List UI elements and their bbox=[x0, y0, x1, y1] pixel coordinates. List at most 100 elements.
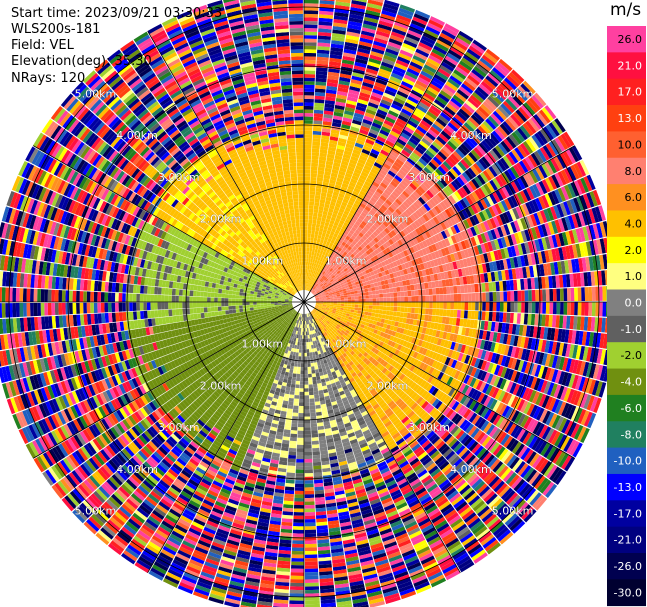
velocity-gate bbox=[362, 226, 369, 233]
velocity-gate bbox=[304, 247, 307, 252]
velocity-gate bbox=[440, 163, 450, 173]
velocity-gate bbox=[320, 278, 324, 283]
velocity-gate bbox=[465, 77, 478, 89]
velocity-gate bbox=[494, 128, 506, 140]
velocity-gate bbox=[513, 302, 518, 313]
velocity-gate bbox=[342, 117, 353, 123]
velocity-gate bbox=[304, 254, 307, 259]
velocity-gate bbox=[357, 98, 369, 106]
velocity-gate bbox=[315, 84, 326, 90]
velocity-gate bbox=[308, 215, 313, 220]
velocity-gate bbox=[341, 265, 347, 270]
velocity-gate bbox=[309, 394, 315, 399]
velocity-gate bbox=[385, 208, 393, 216]
velocity-gate bbox=[541, 107, 554, 122]
velocity-gate bbox=[353, 168, 362, 175]
velocity-gate bbox=[367, 312, 372, 317]
velocity-gate bbox=[389, 130, 400, 138]
velocity-gate bbox=[428, 54, 442, 65]
velocity-gate bbox=[334, 104, 345, 111]
velocity-gate bbox=[485, 75, 499, 88]
velocity-gate bbox=[350, 291, 355, 295]
velocity-gate bbox=[431, 48, 446, 59]
velocity-gate bbox=[367, 102, 379, 109]
velocity-gate bbox=[467, 284, 472, 293]
velocity-gate bbox=[385, 314, 390, 320]
velocity-gate bbox=[355, 139, 365, 146]
velocity-gate bbox=[343, 267, 348, 272]
velocity-gate bbox=[304, 137, 312, 142]
velocity-gate bbox=[378, 152, 388, 160]
velocity-gate bbox=[331, 33, 346, 39]
velocity-gate bbox=[310, 362, 315, 367]
velocity-gate bbox=[437, 67, 451, 78]
velocity-gate bbox=[320, 266, 325, 271]
velocity-gate bbox=[462, 140, 473, 152]
velocity-gate bbox=[453, 69, 467, 80]
velocity-gate bbox=[339, 167, 347, 173]
velocity-gate bbox=[351, 122, 361, 129]
velocity-gate bbox=[327, 71, 340, 77]
velocity-gate bbox=[408, 64, 422, 74]
velocity-gate bbox=[378, 216, 385, 224]
velocity-gate bbox=[538, 302, 543, 314]
velocity-gate bbox=[324, 171, 332, 176]
velocity-gate bbox=[464, 293, 469, 302]
velocity-gate bbox=[425, 178, 434, 187]
velocity-gate bbox=[311, 248, 316, 253]
velocity-gate bbox=[442, 127, 454, 138]
velocity-gate bbox=[387, 153, 397, 161]
velocity-gate bbox=[389, 34, 404, 43]
velocity-gate bbox=[434, 42, 449, 52]
velocity-gate bbox=[484, 311, 490, 321]
velocity-gate bbox=[581, 287, 586, 301]
velocity-gate bbox=[335, 250, 340, 255]
velocity-gate bbox=[313, 123, 322, 129]
velocity-gate bbox=[308, 212, 314, 217]
velocity-gate bbox=[305, 272, 307, 276]
velocity-gate bbox=[362, 168, 371, 175]
velocity-gate bbox=[357, 240, 363, 246]
velocity-gate bbox=[365, 214, 372, 221]
velocity-gate bbox=[497, 105, 510, 118]
velocity-gate bbox=[328, 250, 333, 255]
velocity-gate bbox=[308, 251, 312, 256]
velocity-gate bbox=[319, 199, 326, 204]
velocity-gate bbox=[321, 279, 325, 284]
velocity-gate bbox=[358, 295, 362, 299]
velocity-gate bbox=[318, 156, 327, 161]
velocity-gate bbox=[311, 373, 316, 378]
velocity-gate bbox=[499, 123, 511, 136]
velocity-gate bbox=[456, 88, 469, 100]
velocity-gate bbox=[538, 289, 543, 302]
velocity-gate bbox=[470, 114, 483, 126]
velocity-gate bbox=[332, 270, 337, 275]
velocity-gate bbox=[411, 19, 426, 29]
velocity-gate bbox=[304, 190, 310, 195]
velocity-gate bbox=[304, 286, 306, 291]
velocity-gate bbox=[464, 51, 479, 63]
velocity-gate bbox=[341, 59, 355, 66]
velocity-gate bbox=[451, 43, 466, 54]
velocity-gate bbox=[330, 198, 337, 203]
velocity-gate bbox=[304, 31, 318, 36]
velocity-gate bbox=[453, 309, 458, 318]
velocity-gate bbox=[311, 281, 315, 285]
velocity-gate bbox=[463, 310, 468, 319]
velocity-gate bbox=[344, 263, 349, 268]
velocity-gate bbox=[387, 206, 395, 214]
velocity-gate bbox=[347, 245, 353, 251]
velocity-gate bbox=[338, 256, 343, 262]
velocity-gate bbox=[399, 4, 416, 13]
velocity-gate bbox=[481, 54, 496, 67]
velocity-gate bbox=[315, 74, 327, 79]
velocity-gate bbox=[432, 308, 437, 316]
velocity-gate bbox=[313, 472, 323, 477]
velocity-gate bbox=[323, 207, 329, 212]
velocity-gate bbox=[442, 287, 447, 295]
velocity-gate bbox=[437, 165, 447, 176]
velocity-gate bbox=[489, 292, 493, 302]
velocity-gate bbox=[527, 118, 540, 132]
velocity-gate bbox=[383, 92, 395, 100]
velocity-gate bbox=[442, 145, 453, 156]
